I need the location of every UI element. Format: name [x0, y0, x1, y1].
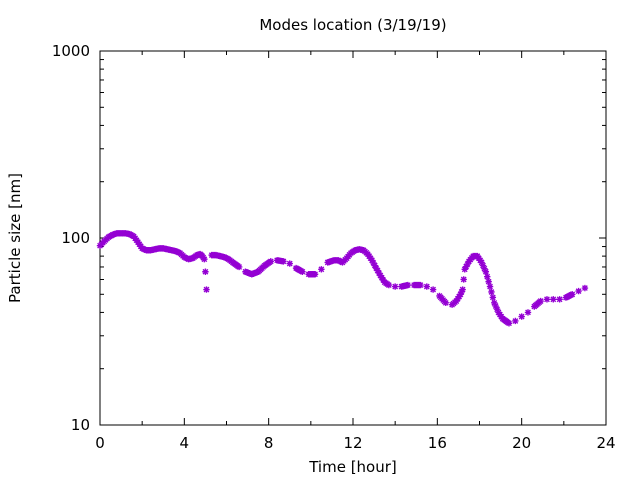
y-tick-label: 1000	[52, 42, 90, 60]
plot-frame	[99, 50, 607, 426]
x-tick-label: 0	[95, 434, 105, 452]
data-point	[267, 258, 274, 265]
data-point	[537, 297, 544, 305]
data-point	[457, 291, 464, 298]
data-points	[96, 230, 589, 327]
data-point	[286, 260, 293, 267]
y-axis-ticks: 10 100 1000	[52, 42, 606, 434]
data-point	[299, 268, 306, 275]
data-point	[482, 268, 490, 275]
data-point	[391, 283, 399, 290]
x-tick-label: 24	[596, 434, 615, 452]
data-point	[491, 299, 498, 307]
data-point	[485, 278, 492, 285]
chart-title: Modes location (3/19/19)	[259, 16, 446, 34]
data-point	[201, 256, 208, 263]
x-axis-ticks: 0 4 8 12 16 20 24	[95, 51, 616, 452]
data-point	[385, 281, 393, 289]
data-point	[429, 286, 437, 293]
data-point	[417, 281, 424, 289]
data-point	[423, 283, 430, 290]
data-point	[512, 317, 519, 325]
y-axis-label: Particle size [nm]	[6, 173, 24, 303]
data-point	[550, 296, 557, 303]
data-point	[488, 288, 495, 296]
data-point	[484, 273, 491, 280]
data-point	[404, 281, 412, 289]
data-point	[371, 262, 378, 269]
data-point	[479, 262, 487, 269]
data-point	[458, 288, 465, 296]
data-point	[486, 283, 494, 290]
x-tick-label: 8	[264, 434, 274, 452]
data-point	[202, 268, 209, 275]
data-point	[581, 284, 589, 292]
data-point	[442, 299, 449, 307]
data-point	[372, 264, 380, 272]
data-point	[235, 263, 243, 271]
data-point	[505, 320, 513, 327]
y-tick-label: 10	[71, 416, 90, 434]
data-point	[461, 266, 468, 273]
x-axis-label: Time [hour]	[308, 458, 397, 476]
data-point	[318, 266, 325, 273]
data-point	[543, 296, 551, 303]
x-tick-label: 12	[343, 434, 362, 452]
data-point	[203, 286, 210, 293]
data-point	[375, 269, 383, 277]
data-point	[492, 302, 499, 310]
data-point	[280, 258, 287, 265]
data-point	[575, 287, 582, 295]
data-point	[462, 263, 470, 270]
x-tick-label: 4	[180, 434, 190, 452]
data-point	[370, 259, 377, 267]
data-point	[524, 309, 532, 316]
data-point	[311, 271, 319, 278]
x-tick-label: 20	[512, 434, 531, 452]
data-point	[493, 306, 501, 313]
data-point	[481, 265, 488, 272]
x-tick-label: 16	[428, 434, 447, 452]
data-point	[478, 259, 485, 266]
data-point	[368, 257, 376, 264]
data-point	[489, 294, 497, 301]
data-point	[374, 267, 381, 274]
y-tick-label: 100	[61, 229, 90, 247]
data-point	[556, 296, 563, 303]
data-point	[459, 286, 466, 293]
data-point	[569, 291, 576, 298]
data-point	[460, 276, 467, 283]
data-point	[518, 313, 525, 320]
data-point	[464, 260, 471, 268]
